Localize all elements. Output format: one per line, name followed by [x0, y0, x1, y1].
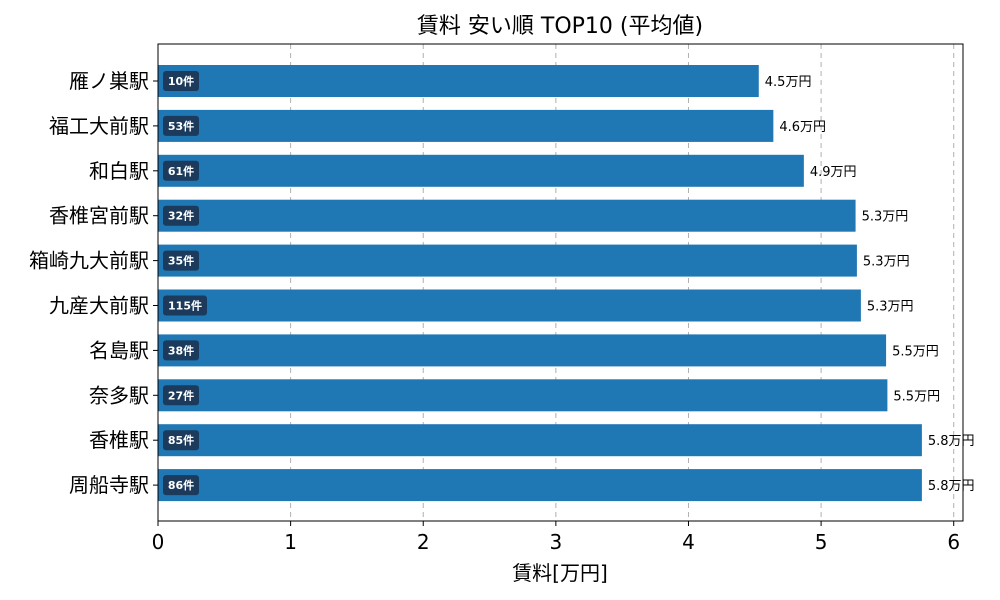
category-label: 福工大前駅: [49, 114, 149, 138]
count-label: 35件: [168, 254, 194, 268]
bar: [158, 244, 857, 277]
category-label: 奈多駅: [89, 383, 149, 407]
plot-frame: [157, 43, 964, 522]
value-label: 4.6万円: [779, 120, 826, 135]
value-label: 4.5万円: [765, 75, 812, 90]
category-label: 周船寺駅: [69, 473, 149, 497]
value-label: 5.8万円: [928, 434, 975, 449]
bar: [158, 154, 804, 187]
count-badge: [163, 250, 199, 271]
x-axis-ticks: 0 1 2 3 4 5 6: [152, 521, 960, 554]
count-label: 85件: [168, 433, 194, 447]
x-tick-label: 6: [947, 530, 960, 554]
x-tick-label: 5: [815, 530, 828, 554]
y-axis-ticks: 雁ノ巣駅福工大前駅和白駅香椎宮前駅箱崎九大前駅九産大前駅名島駅奈多駅香椎駅周船寺…: [29, 69, 158, 497]
count-label: 53件: [168, 119, 194, 133]
x-axis-label: 賃料[万円]: [512, 561, 608, 585]
value-label: 4.9万円: [810, 165, 857, 180]
count-label: 27件: [168, 388, 194, 402]
category-label: 雁ノ巣駅: [69, 69, 149, 93]
bar: [158, 379, 888, 412]
value-label: 5.3万円: [867, 300, 914, 315]
bar: [158, 109, 774, 142]
bar: [158, 199, 856, 232]
count-badge: [163, 160, 199, 181]
category-label: 名島駅: [89, 338, 149, 362]
count-badge: [163, 475, 199, 496]
count-badge: [163, 295, 207, 316]
category-label: 箱崎九大前駅: [29, 249, 149, 273]
value-label: 5.3万円: [863, 255, 910, 270]
category-label: 香椎駅: [89, 428, 149, 452]
bars: 10件 4.5万円 53件 4.6万円 61件 4.9万円 32件 5.3万円 35件 5.3万円…: [158, 65, 975, 502]
count-label: 32件: [168, 209, 194, 223]
x-tick-label: 1: [284, 530, 297, 554]
x-tick-label: 0: [152, 530, 165, 554]
bar: [158, 289, 861, 322]
bar: [158, 334, 887, 367]
x-tick-label: 4: [682, 530, 695, 554]
x-tick-label: 2: [417, 530, 430, 554]
count-label: 61件: [168, 164, 194, 178]
category-label: 香椎宮前駅: [49, 204, 149, 228]
chart-title: 賃料 安い順 TOP10 (平均値): [417, 14, 703, 39]
x-tick-label: 3: [549, 530, 562, 554]
category-label: 九産大前駅: [49, 294, 149, 318]
bar: [158, 424, 922, 457]
bar: [158, 65, 759, 97]
count-badge: [163, 205, 199, 226]
count-badge: [163, 340, 199, 361]
count-label: 38件: [168, 343, 194, 357]
count-label: 10件: [168, 74, 194, 88]
count-badge: [163, 115, 199, 136]
bar: [158, 469, 922, 502]
count-badge: [163, 71, 199, 91]
count-badge: [163, 430, 199, 451]
category-label: 和白駅: [89, 159, 149, 183]
value-label: 5.5万円: [892, 344, 939, 359]
count-badge: [163, 385, 199, 406]
value-label: 5.8万円: [928, 479, 975, 494]
value-label: 5.5万円: [893, 389, 940, 404]
value-label: 5.3万円: [862, 210, 909, 225]
count-label: 115件: [168, 299, 202, 313]
count-label: 86件: [168, 478, 194, 492]
